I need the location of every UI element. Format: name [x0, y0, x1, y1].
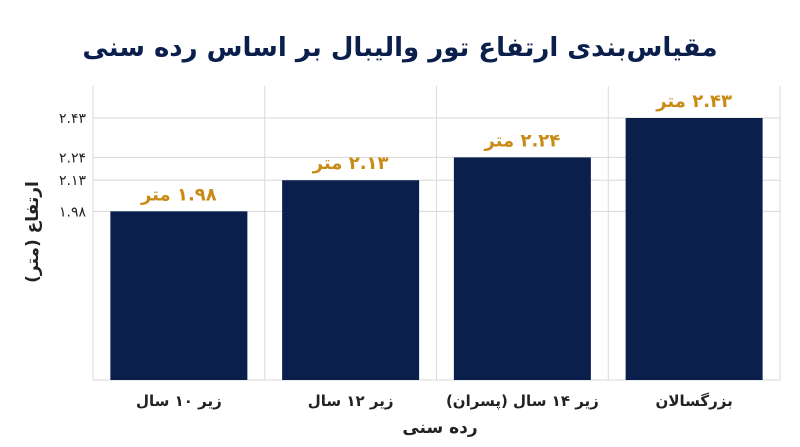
bar-value-label: ۲.۲۴ متر	[483, 130, 560, 151]
x-category-label: بزرگسالان	[656, 392, 733, 410]
y-tick-label: ۱.۹۸	[59, 204, 86, 220]
y-tick-label: ۲.۲۴	[59, 150, 86, 166]
bar	[282, 180, 420, 380]
bars-layer	[110, 118, 763, 380]
x-category-label: زیر ۱۰ سال	[136, 392, 222, 410]
y-axis-label: ارتفاع (متر)	[23, 181, 43, 283]
x-category-label: زیر ۱۲ سال	[308, 392, 394, 410]
y-tick-label: ۲.۴۳	[59, 111, 86, 127]
y-tick-label: ۲.۱۳	[59, 173, 86, 189]
bar-value-label: ۲.۴۳ متر	[655, 91, 732, 112]
labels-layer: ۱.۹۸ ۲.۱۳ ۲.۲۴ ۲.۴۳ ۱.۹۸ متر زیر ۱۰ سال ۲.۱۳ م…	[59, 91, 733, 411]
bar	[453, 157, 591, 380]
bar	[625, 118, 763, 380]
chart-title: مقیاس‌بندی ارتفاع تور والیبال بر اساس رد…	[82, 33, 717, 63]
bar-value-label: ۲.۱۳ متر	[312, 153, 389, 174]
bar-value-label: ۱.۹۸ متر	[140, 184, 217, 205]
bar	[110, 211, 248, 380]
x-category-label: زیر ۱۴ سال (پسران)	[446, 392, 599, 411]
x-axis-label: رده سنی	[402, 418, 477, 438]
